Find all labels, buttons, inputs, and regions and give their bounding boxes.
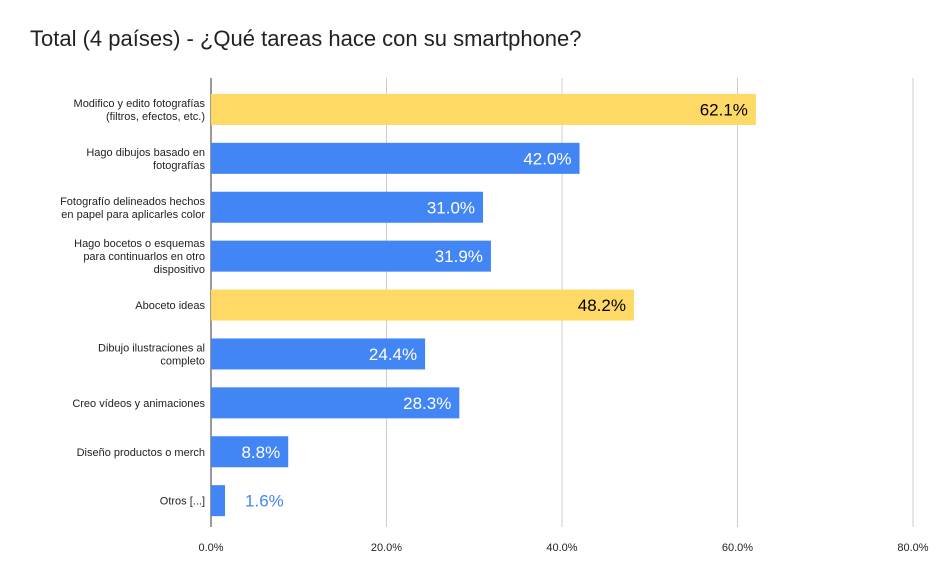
bars: 62.1% 42.0% 31.0% 31.9% 48.2% 24.4% 28.3% 8.8% 1… bbox=[211, 93, 756, 517]
bar bbox=[211, 338, 426, 370]
axis-ticks: 0.0% 20.0% 40.0% 60.0% 80.0% bbox=[198, 542, 928, 554]
bar bbox=[211, 387, 460, 419]
bar bbox=[211, 191, 484, 223]
x-tick-label: 60.0% bbox=[722, 542, 753, 554]
data-label: 42.0% bbox=[523, 149, 571, 168]
data-label: 24.4% bbox=[369, 345, 417, 364]
bar bbox=[211, 485, 226, 517]
data-label: 62.1% bbox=[700, 100, 748, 119]
category-label: Aboceto ideas bbox=[135, 300, 205, 312]
x-tick-label: 80.0% bbox=[897, 542, 928, 554]
x-tick-label: 40.0% bbox=[546, 542, 577, 554]
data-label: 8.8% bbox=[241, 443, 280, 462]
category-label: Hago bocetos o esquemas para continuarlos… bbox=[74, 238, 205, 276]
category-labels: Modifico y edito fotografías (filtros, ef… bbox=[60, 98, 205, 508]
category-label: Fotografío delineados hechos en papel par… bbox=[60, 196, 205, 221]
category-label: Otros [...] bbox=[160, 496, 205, 508]
data-label: 28.3% bbox=[403, 394, 451, 413]
category-label: Diseño productos o merch bbox=[77, 447, 205, 459]
category-label: Dibujo ilustraciones al completo bbox=[98, 342, 205, 367]
bar bbox=[211, 240, 491, 272]
x-tick-label: 20.0% bbox=[371, 542, 402, 554]
category-label: Modifico y edito fotografías (filtros, ef… bbox=[74, 98, 206, 123]
bar bbox=[211, 289, 634, 321]
data-label: 48.2% bbox=[578, 296, 626, 315]
chart-title: Total (4 países) - ¿Qué tareas hace con … bbox=[30, 26, 582, 51]
x-tick-label: 0.0% bbox=[198, 542, 223, 554]
bar bbox=[211, 142, 580, 174]
category-label: Hago dibujos basado en fotografías bbox=[86, 147, 205, 172]
category-label: Creo vídeos y animaciones bbox=[72, 398, 205, 410]
data-label: 31.0% bbox=[427, 198, 475, 217]
bar bbox=[211, 436, 289, 468]
data-label: 31.9% bbox=[435, 247, 483, 266]
bar bbox=[211, 93, 756, 125]
data-label: 1.6% bbox=[245, 492, 284, 511]
